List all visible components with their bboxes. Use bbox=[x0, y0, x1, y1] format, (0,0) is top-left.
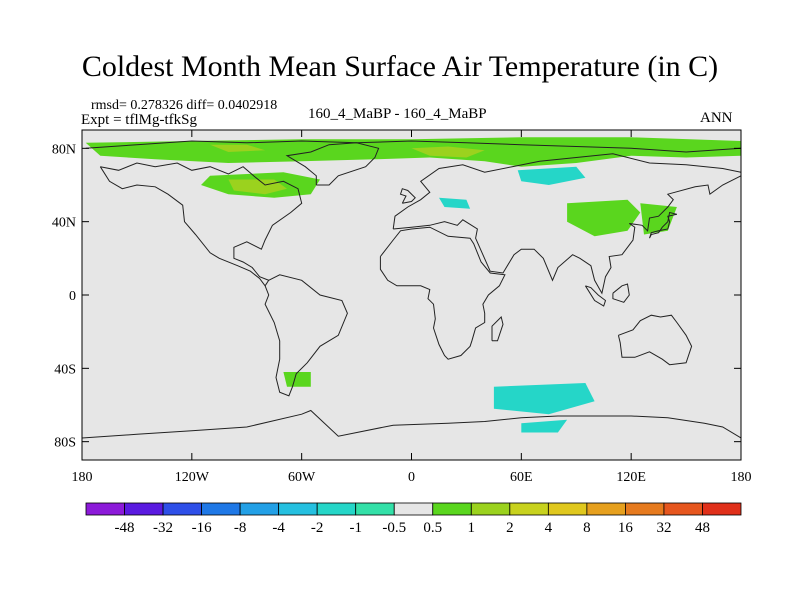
coastline-12 bbox=[491, 316, 504, 342]
anomaly-patagonia-warm bbox=[283, 372, 311, 387]
y-tick-label: 80S bbox=[54, 436, 76, 451]
colorbar-box bbox=[470, 502, 511, 516]
colorbar-label: -2 bbox=[311, 520, 324, 536]
anomaly-asia-warm bbox=[567, 199, 641, 237]
colorbar-label: 16 bbox=[618, 520, 634, 536]
colorbar-box bbox=[625, 502, 665, 516]
map-background bbox=[82, 130, 741, 460]
colorbar-box bbox=[432, 502, 472, 516]
colorbar-label: 32 bbox=[656, 520, 671, 536]
coastline-10 bbox=[649, 211, 678, 239]
anomaly-europe-warm bbox=[411, 146, 485, 158]
colorbar-label: -0.5 bbox=[382, 520, 406, 536]
coastline-5 bbox=[393, 175, 741, 295]
colorbar-box bbox=[393, 502, 434, 516]
anomaly-arctic-band bbox=[85, 137, 741, 167]
coastline-11 bbox=[285, 142, 380, 186]
colorbar-box bbox=[509, 502, 549, 516]
coastline-3 bbox=[264, 274, 348, 397]
stats-text: rmsd= 0.278326 diff= 0.0402918 bbox=[91, 98, 278, 113]
colorbar-box bbox=[85, 502, 125, 516]
colorbar-label: 8 bbox=[583, 520, 591, 536]
y-tick-label: 80N bbox=[52, 142, 76, 157]
colorbar-box bbox=[663, 502, 703, 516]
anomaly-china-warm bbox=[640, 203, 677, 235]
colorbar-label: -48 bbox=[115, 520, 135, 536]
colorbar-label: 4 bbox=[545, 520, 553, 536]
season-label: ANN bbox=[700, 110, 733, 126]
coastline-8 bbox=[82, 409, 741, 439]
coastline-4 bbox=[392, 153, 741, 230]
colorbar-box bbox=[201, 502, 241, 516]
case-label: 160_4_MaBP - 160_4_MaBP bbox=[308, 106, 487, 122]
experiment-label: Expt = tflMg-tfkSg bbox=[81, 112, 197, 128]
anomaly-antarctica-east bbox=[521, 419, 568, 433]
coastline-14 bbox=[612, 283, 630, 303]
colorbar-label: -32 bbox=[153, 520, 173, 536]
x-tick-label: 60E bbox=[510, 470, 533, 485]
coastline-7 bbox=[617, 314, 693, 366]
anomaly-europe-cool bbox=[439, 197, 471, 209]
x-tick-label: 120W bbox=[175, 470, 210, 485]
colorbar-label: 48 bbox=[695, 520, 710, 536]
colorbar-box bbox=[547, 502, 588, 516]
y-tick-label: 40N bbox=[52, 216, 76, 231]
colorbar-box bbox=[355, 502, 395, 516]
coastline-2 bbox=[99, 166, 266, 287]
colorbar-box bbox=[702, 502, 742, 516]
x-tick-label: 180 bbox=[731, 470, 752, 485]
anomaly-antarctica-cool bbox=[493, 383, 595, 415]
chart-title: Coldest Month Mean Surface Air Temperatu… bbox=[81, 50, 719, 83]
colorbar-box bbox=[124, 502, 164, 516]
colorbar-label: -8 bbox=[234, 520, 247, 536]
x-tick-label: 60W bbox=[288, 470, 316, 485]
colorbar-box bbox=[586, 502, 626, 516]
colorbar-label: 0.5 bbox=[423, 520, 442, 536]
colorbar-box bbox=[278, 502, 318, 516]
coastline-9 bbox=[399, 188, 416, 204]
coastline-13 bbox=[584, 285, 607, 307]
colorbar-label: -1 bbox=[349, 520, 362, 536]
colorbar-box bbox=[239, 502, 280, 516]
x-tick-label: 0 bbox=[408, 470, 415, 485]
colorbar-label: 2 bbox=[506, 520, 514, 536]
map-layer bbox=[82, 137, 741, 439]
y-tick-label: 40S bbox=[54, 362, 76, 377]
coastline-0 bbox=[85, 140, 741, 153]
colorbar-label: 1 bbox=[468, 520, 476, 536]
colorbar-box bbox=[316, 502, 357, 516]
y-tick-label: 0 bbox=[69, 289, 76, 304]
x-tick-label: 120E bbox=[616, 470, 646, 485]
colorbar-box bbox=[162, 502, 202, 516]
coastline-6 bbox=[379, 226, 506, 360]
x-tick-label: 180 bbox=[72, 470, 93, 485]
colorbar-label: -4 bbox=[272, 520, 285, 536]
anomaly-siberia-cool bbox=[517, 166, 586, 185]
colorbar-label: -16 bbox=[192, 520, 212, 536]
coastline-1 bbox=[100, 162, 303, 287]
anomaly-arctic-west bbox=[210, 144, 266, 152]
